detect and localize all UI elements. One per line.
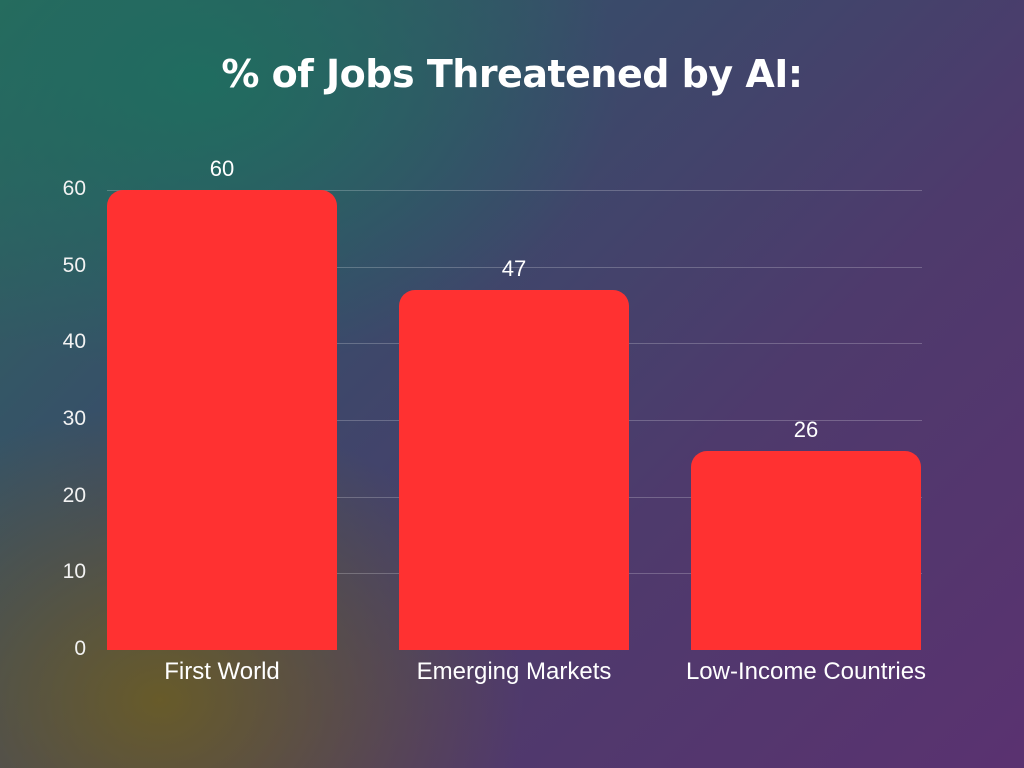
y-tick-label: 40 [62,330,86,354]
bar [399,289,629,650]
data-label: 60 [209,156,235,181]
x-category-label: Low-Income Countries [685,658,927,685]
chart-title: % of Jobs Threatened by AI: [221,52,803,96]
bar [691,450,921,650]
y-tick-label: 0 [74,637,86,660]
x-category-label: Emerging Markets [416,658,612,685]
x-category-label: First World [164,658,280,685]
y-tick-label: 10 [62,560,86,584]
y-tick-label: 30 [62,407,86,430]
y-tick-label: 50 [62,253,86,277]
bar [107,190,337,650]
gridline [107,190,922,191]
y-tick-label: 20 [62,483,86,507]
gridline [107,266,922,268]
data-label: 47 [501,255,527,281]
y-tick-label: 60 [62,177,86,200]
data-label: 26 [793,416,819,442]
